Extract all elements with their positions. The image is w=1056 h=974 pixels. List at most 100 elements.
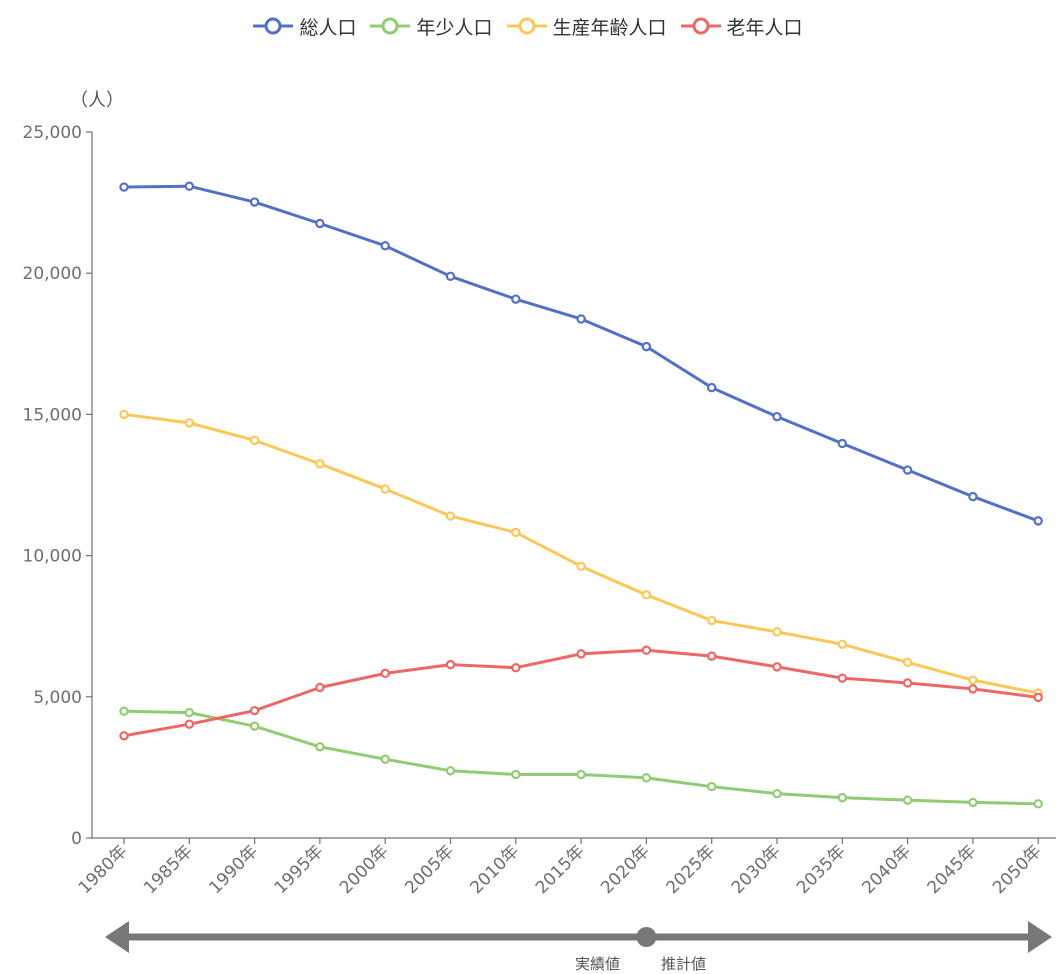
series-line-1 [123,709,1039,806]
data-point [1033,692,1043,703]
x-tick-label: 2050年 [989,841,1046,898]
data-point [837,673,848,683]
data-point [511,769,521,780]
data-point [772,788,782,799]
y-axis-unit-label: （人） [70,90,124,111]
timeline-boundary-marker [636,927,657,947]
data-point [707,781,717,792]
legend-item[interactable]: 総人口 [253,13,356,40]
data-point [380,484,390,494]
data-point [707,651,717,661]
data-point [707,615,717,626]
data-point [837,639,848,649]
x-tick-label: 2015年 [532,841,589,898]
legend-item[interactable]: 年少人口 [370,13,493,40]
data-point [576,561,586,572]
x-tick-label: 2045年 [924,841,981,898]
data-point [902,657,913,668]
data-point [837,438,848,449]
y-tick-label: 20,000 [23,264,82,284]
y-tick-label: 5,000 [33,688,82,708]
y-tick-label: 10,000 [23,547,82,567]
legend-item[interactable]: 生産年齢人口 [506,13,667,40]
data-point [511,294,521,304]
data-point [968,684,978,694]
x-tick-label: 1995年 [271,841,328,898]
x-tick-label: 2010年 [467,841,524,898]
data-point [315,742,325,752]
data-point [184,181,194,191]
data-point [119,706,129,716]
data-point [119,731,129,741]
forecast-values-label: 推計値 [661,955,707,973]
x-tick-label: 2025年 [662,841,719,898]
data-point [576,314,586,324]
data-point [315,682,325,693]
x-tick-label: 2040年 [858,841,915,898]
legend-line-circle-icon [370,17,411,35]
data-point [707,382,717,393]
data-point [445,511,456,521]
x-tick-label: 2030年 [728,841,785,898]
data-point [249,197,260,207]
data-point [249,705,260,716]
actual-values-label: 実績値 [575,955,621,973]
legend-label: 老年人口 [726,16,803,39]
data-point [772,627,782,637]
data-point [837,792,848,803]
data-point [641,341,652,352]
data-point [315,459,325,469]
data-point [249,435,260,446]
x-tick-label: 1985年 [140,841,197,898]
data-point [641,773,652,783]
data-point [576,649,586,659]
data-point [380,668,390,679]
data-point [576,769,586,780]
y-tick-label: 25,000 [23,123,82,143]
series-line-0 [123,184,1039,523]
data-point [772,662,782,672]
x-tick-label: 2005年 [401,841,458,898]
data-point [445,766,456,776]
legend-item[interactable]: 老年人口 [680,13,803,40]
data-point [1033,516,1043,526]
data-point [380,241,390,251]
data-point [445,659,456,670]
data-point [184,418,194,428]
data-point [184,719,194,729]
x-tick-label: 1980年 [75,841,132,898]
legend-label: 生産年齢人口 [552,16,667,39]
timeline-arrow-left [105,921,129,953]
data-point [380,754,390,764]
data-point [968,491,978,502]
data-point [511,663,521,673]
x-tick-label: 2020年 [597,841,654,898]
legend: 総人口 年少人口 生産年齢人口 老年人口 [0,8,1056,44]
data-point [511,527,521,538]
legend-line-circle-icon [253,17,294,35]
y-tick-label: 15,000 [23,405,82,425]
x-tick-label: 1990年 [205,841,262,898]
legend-label: 年少人口 [416,16,493,39]
data-point [902,465,913,475]
x-tick-label: 2035年 [793,841,850,898]
data-point [641,590,652,600]
series-line-3 [123,648,1039,738]
data-point [902,795,913,805]
legend-line-circle-icon [680,17,721,35]
data-point [184,707,194,718]
data-point [902,678,913,688]
data-point [641,645,652,655]
y-tick-label: 0 [71,829,82,849]
timeline-arrow-right [1028,921,1052,953]
x-tick-label: 2000年 [336,841,393,898]
data-point [119,182,129,192]
data-point [315,218,325,229]
data-point [445,271,456,282]
data-point [968,675,978,685]
data-point [249,721,260,731]
legend-label: 総人口 [299,16,357,39]
data-point [1033,799,1043,809]
